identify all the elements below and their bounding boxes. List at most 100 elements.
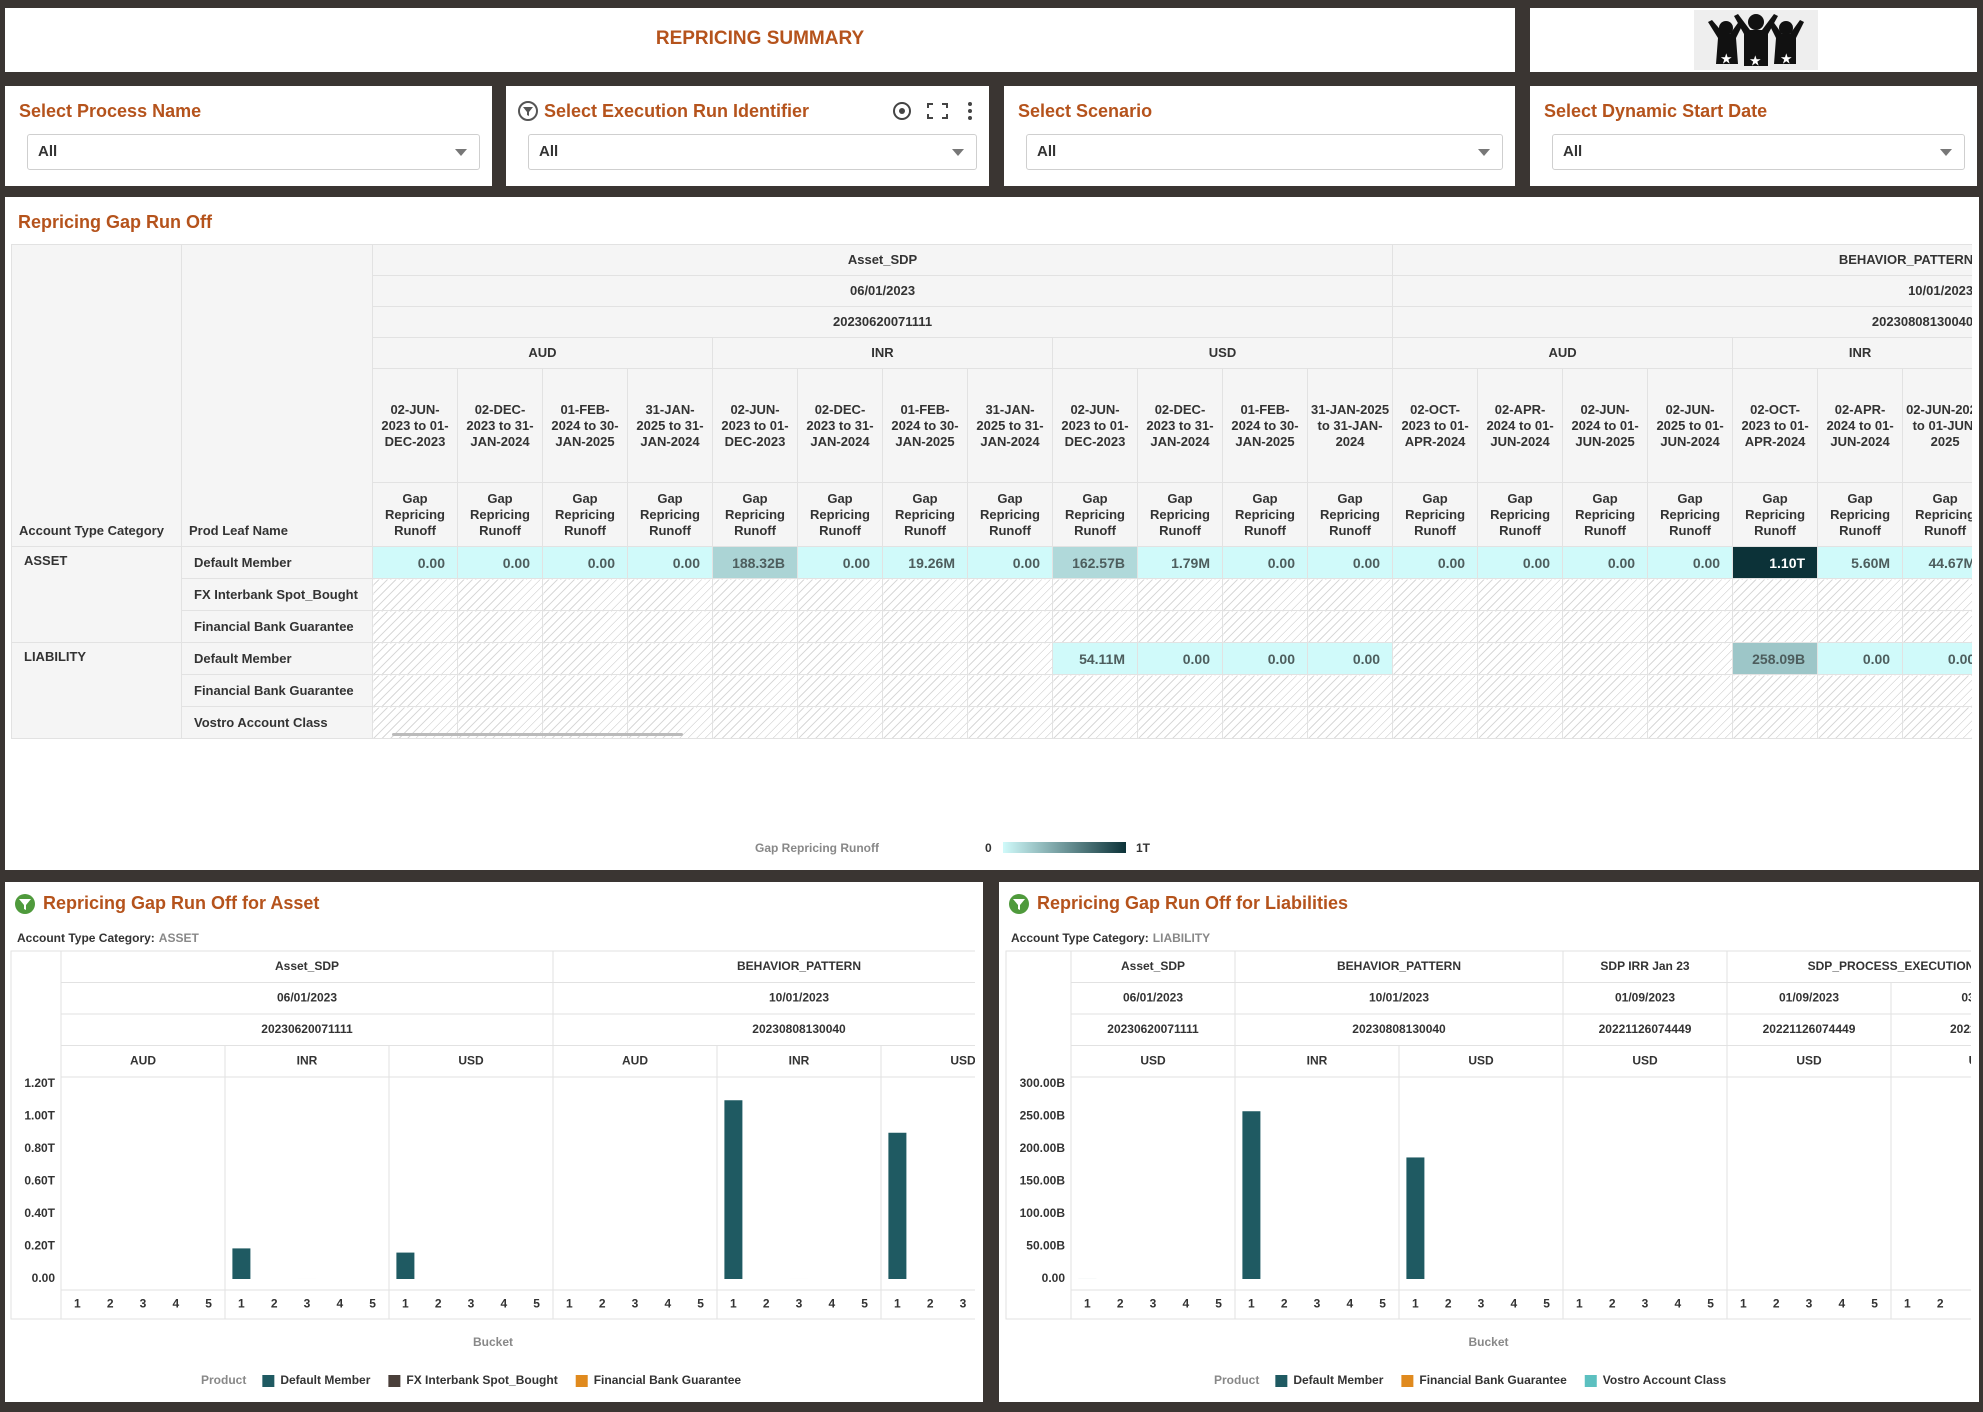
chart-panel: Repricing Gap Run Off for Asset Account T…: [5, 882, 983, 1402]
data-row: FX Interbank Spot_Bought: [12, 578, 1972, 611]
filter-label: Select Process Name: [19, 101, 202, 121]
empty-cell: [1052, 706, 1138, 739]
measure-header: Gap Repricing Runoff: [1052, 482, 1138, 547]
cell-label: 188.32B: [732, 554, 785, 571]
chart-title: Repricing Gap Run Off for Liabilities: [1037, 893, 1348, 913]
empty-cell: [1647, 706, 1734, 739]
bar: [1406, 1157, 1425, 1279]
expand-button[interactable]: [927, 103, 948, 119]
bucket-header: 02-DEC-2023 to 31-JAN-2024: [797, 368, 883, 483]
header-label: USD: [1632, 1053, 1658, 1067]
y-tick-label: 100.00B: [1020, 1206, 1066, 1220]
x-tick-label: 1: [74, 1297, 81, 1311]
empty-cell: [1392, 674, 1479, 707]
y-tick-label: 1.00T: [24, 1109, 55, 1123]
x-tick-label: 2: [1609, 1297, 1616, 1311]
empty-cell: [1477, 642, 1564, 675]
measure-header: Gap Repricing Runoff: [1732, 482, 1819, 547]
empty-cell: [1732, 706, 1819, 739]
bucket-header: 02-JUN-2023 to 01-DEC-2023: [372, 368, 458, 483]
bucket-header: 01-FEB-2024 to 30-JAN-2025: [1222, 368, 1308, 483]
heat-cell: 19.26M: [882, 546, 968, 579]
x-tick-label: 3: [304, 1297, 311, 1311]
x-tick-label: 2: [435, 1297, 442, 1311]
scrollbar[interactable]: [392, 733, 683, 736]
empty-cell: [967, 642, 1053, 675]
filter-value: LIABILITY: [1153, 931, 1210, 945]
y-tick-label: 0.00: [32, 1271, 56, 1285]
header-cell: [552, 950, 975, 983]
chart: Repricing Gap Run Off for Asset Account T…: [10, 893, 975, 1387]
x-tick-label: 1: [894, 1297, 901, 1311]
plot-panel: [1890, 1076, 1971, 1291]
cell-label: 0.00: [1607, 554, 1636, 571]
x-tick-label: 1: [566, 1297, 573, 1311]
filter-label: Account Type Category:: [1011, 931, 1149, 945]
filter-panel: Select Scenario All: [1004, 86, 1515, 186]
cell-label: 0.00: [1692, 554, 1721, 571]
x-tick-label: 4: [664, 1297, 671, 1311]
measure-header: Gap Repricing Runoff: [882, 482, 968, 547]
empty-cell: [1137, 610, 1223, 643]
row-product: Financial Bank Guarantee: [181, 610, 373, 643]
header-row: 02-JUN-2023 to 01-DEC-2023 02-DEC-2023 to…: [12, 368, 1972, 483]
empty-cell: [967, 706, 1053, 739]
bucket-header: 01-FEB-2024 to 30-JAN-2025: [882, 368, 968, 483]
empty-cell: [1306, 578, 1394, 611]
menu-button[interactable]: [968, 102, 972, 120]
x-tick-label: 5: [697, 1297, 704, 1311]
x-tick-label: 2: [1937, 1297, 1944, 1311]
empty-cell: [1137, 578, 1223, 611]
y-tick-label: 200.00B: [1020, 1141, 1066, 1155]
cell-label: 0.00: [1267, 650, 1295, 667]
empty-cell: [1222, 674, 1308, 707]
heat-cell: 0.00: [797, 546, 883, 579]
empty-cell: [1306, 674, 1394, 707]
dropdown[interactable]: All: [1026, 134, 1503, 170]
legend-label: Financial Bank Guarantee: [1419, 1373, 1567, 1387]
x-tick-label: 3: [1642, 1297, 1649, 1311]
legend-label: Default Member: [1293, 1373, 1383, 1387]
header-label: 01/09/2023: [1615, 990, 1675, 1004]
dropdown[interactable]: All: [27, 134, 480, 170]
heat-cell: 0.00: [1222, 642, 1308, 675]
heat-cell: 44.67M: [1902, 546, 1972, 579]
heat-cell: 188.32B: [712, 546, 798, 579]
svg-text:★: ★: [1749, 53, 1762, 69]
pivot-table-viewport: Account Type Category Prod Leaf Name Asset…: [11, 244, 1972, 744]
cell-label: 258.09B: [1752, 650, 1806, 667]
currency-header: AUD: [372, 337, 713, 369]
y-tick-label: 50.00B: [1026, 1239, 1065, 1253]
row-category: ASSET: [11, 546, 182, 643]
empty-cell: [1222, 706, 1308, 739]
dropdown[interactable]: All: [528, 134, 977, 170]
x-tick-label: 3: [796, 1297, 803, 1311]
target-button[interactable]: [893, 102, 911, 120]
x-tick-label: 2: [1445, 1297, 1452, 1311]
empty-cell: [1306, 706, 1394, 739]
measure-header: Gap Repricing Runoff: [627, 482, 713, 547]
x-tick-label: 3: [960, 1297, 967, 1311]
x-tick-label: 5: [1379, 1297, 1386, 1311]
empty-cell: [882, 706, 968, 739]
header-label: USD: [1468, 1053, 1494, 1067]
cell-label: 0.00: [672, 554, 700, 571]
header-label: SDP IRR Jan 23: [1600, 959, 1689, 973]
dropdown[interactable]: All: [1552, 134, 1965, 170]
header-row: 20230620071111 20230808130040: [12, 306, 1972, 338]
data-row: Financial Bank Guarantee: [12, 674, 1972, 707]
empty-cell: [797, 642, 883, 675]
bucket-header: 02-OCT-2023 to 01-APR-2024: [1392, 368, 1479, 483]
cell-label: 0.00: [1182, 650, 1210, 667]
row-header: Account Type Category: [11, 244, 182, 547]
empty-cell: [1817, 706, 1904, 739]
header-cell: [1726, 950, 1971, 983]
data-row: LIABILITY Default Member 54.11M 0.00 0.00 0.0…: [11, 642, 1972, 739]
bar: [396, 1252, 415, 1279]
header-cell: [552, 1013, 975, 1046]
plot-area: AUD 1 2 3 4 5 INR 1 2 3 4 5 USD 1 2 3 4 5 06/01/2023 202306…: [60, 950, 975, 1320]
heat-cell: 0.00: [1902, 642, 1972, 675]
heat-cell: 0.00: [1392, 546, 1479, 579]
header-label: 03/0: [1961, 990, 1979, 1004]
